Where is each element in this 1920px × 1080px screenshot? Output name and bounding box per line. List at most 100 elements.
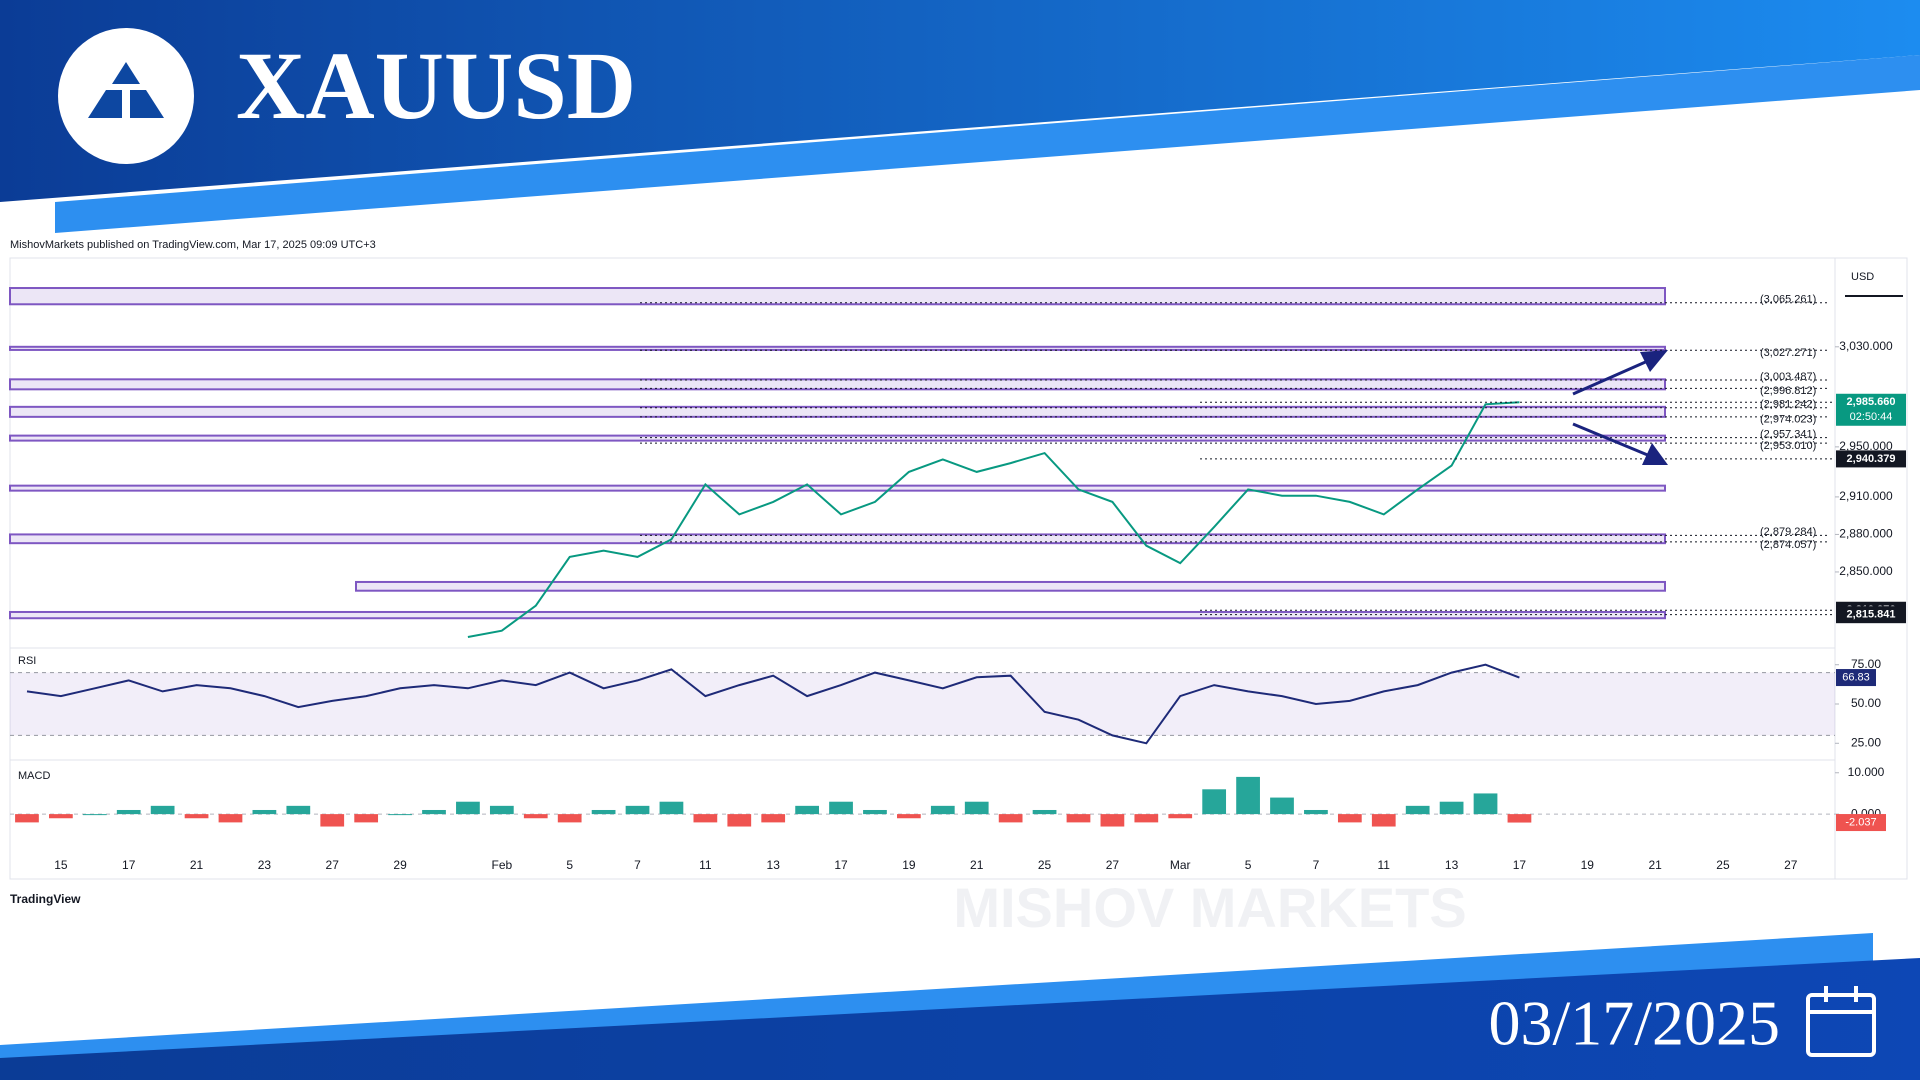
macd-bar <box>557 814 582 823</box>
banner <box>0 0 1920 202</box>
x-tick-label: Feb <box>491 858 512 872</box>
countdown: 02:50:44 <box>1850 411 1893 423</box>
y-tick-label: 2,950.000 <box>1839 439 1893 453</box>
price-badge <box>1836 393 1906 426</box>
arrows <box>1572 350 1668 465</box>
macd-bar <box>354 814 379 823</box>
rsi-band <box>10 672 1835 736</box>
macd-bar <box>761 814 786 823</box>
macd-bar <box>456 801 480 815</box>
macd-badge-label: -2.037 <box>1845 816 1876 828</box>
level-label: (2,996.812) <box>1760 385 1816 397</box>
x-tick-label: 7 <box>634 858 641 872</box>
macd-bar <box>252 809 277 815</box>
level-label: (2,953.010) <box>1760 440 1816 452</box>
macd-bar <box>184 814 209 819</box>
macd-bar <box>489 805 514 815</box>
date: 03/17/2025 <box>1488 988 1780 1059</box>
x-tick-label: 25 <box>1716 858 1730 872</box>
x-tick-label: 11 <box>1378 858 1391 872</box>
macd-bar <box>795 805 819 815</box>
x-tick-label: 19 <box>1581 858 1595 872</box>
zone <box>9 345 1666 351</box>
level-label: (2,879.284) <box>1760 526 1816 538</box>
macd-bar <box>659 801 684 815</box>
price-badge <box>1836 450 1906 468</box>
macd-bar <box>1337 814 1362 823</box>
y-tick-label: 3,030.000 <box>1839 339 1893 353</box>
macd-bar <box>422 809 446 815</box>
macd-bar <box>1236 776 1260 815</box>
x-tick-label: 7 <box>1313 858 1320 872</box>
macd-bar <box>1507 814 1532 823</box>
macd-bar <box>625 805 650 815</box>
rsi-badge-label: 66.83 <box>1842 671 1870 683</box>
zone <box>9 484 1666 492</box>
y-tick-label: 50.00 <box>1851 696 1881 710</box>
x-tick-label: 29 <box>393 858 407 872</box>
price-badge-label: 2,940.379 <box>1847 453 1896 465</box>
macd-bar <box>1304 809 1328 815</box>
x-tick-label: 17 <box>834 858 848 872</box>
zone <box>9 533 1666 545</box>
level-label: (3,027.271) <box>1760 347 1816 359</box>
level-label: (3,003.487) <box>1760 371 1816 383</box>
macd-bar <box>1439 801 1464 815</box>
watermark: MISHOV MARKETS <box>953 876 1466 939</box>
macd-bar <box>150 805 175 815</box>
y-tick-label: 10.000 <box>1848 765 1885 779</box>
price-badge-label: 2,985.660 <box>1847 396 1896 408</box>
macd-bar <box>82 814 107 816</box>
y-tick-label: 2,910.000 <box>1839 489 1893 503</box>
x-tick-label: 5 <box>1245 858 1252 872</box>
macd-bar <box>286 805 311 815</box>
macd-bar <box>1032 809 1057 815</box>
banner-stripe <box>55 55 1920 233</box>
chart-frame <box>9 257 1908 880</box>
macd-bar <box>218 814 243 823</box>
title: XAUUSD <box>236 32 636 139</box>
macd-bar <box>1270 797 1294 815</box>
x-tick-label: 17 <box>122 858 136 872</box>
y-tick-label: 2,880.000 <box>1839 527 1893 541</box>
zone <box>355 580 1666 592</box>
price-line <box>467 401 1520 638</box>
macd-title: MACD <box>18 770 50 782</box>
level-label: (2,981.242) <box>1760 399 1816 411</box>
x-tick-label: 23 <box>258 858 272 872</box>
macd-bar <box>49 814 73 819</box>
price-line <box>26 663 1520 745</box>
macd-bar <box>863 809 887 815</box>
rsi-badge <box>1836 669 1876 687</box>
x-tick-label: 15 <box>54 858 68 872</box>
currency: USD <box>1851 271 1874 283</box>
x-tick-label: 5 <box>566 858 573 872</box>
zone <box>9 378 1666 391</box>
banner <box>0 958 1920 1080</box>
level-label: (2,874.057) <box>1760 539 1816 551</box>
macd-bar <box>727 814 752 827</box>
level-label: (2,957.341) <box>1760 429 1816 441</box>
level-label: (3,065.261) <box>1760 294 1816 306</box>
rsi-title: RSI <box>18 655 36 667</box>
macd-bar <box>320 814 345 827</box>
macd-bar <box>1371 814 1396 827</box>
macd-bar <box>1202 789 1227 815</box>
macd-bar <box>693 814 718 823</box>
x-tick-label: 13 <box>1445 858 1459 872</box>
macd-bar <box>15 814 39 823</box>
x-tick-label: 21 <box>970 858 984 872</box>
macd-bar <box>930 805 955 815</box>
level-label: (2,974.023) <box>1760 414 1816 426</box>
x-tick-label: 25 <box>1038 858 1052 872</box>
macd-bar <box>829 801 853 815</box>
plot: 15 17 21 23 27 29 Feb 5 7 11 13 17 19 21 25 27 Mar 5 7 11 13… <box>9 287 1906 872</box>
x-tick-label: 21 <box>190 858 204 872</box>
x-tick-label: 17 <box>1513 858 1527 872</box>
x-tick-label: 27 <box>326 858 340 872</box>
x-tick-label: Mar <box>1170 858 1191 872</box>
macd-badge <box>1836 814 1886 832</box>
x-tick-label: 21 <box>1648 858 1662 872</box>
macd-bar <box>523 814 548 819</box>
